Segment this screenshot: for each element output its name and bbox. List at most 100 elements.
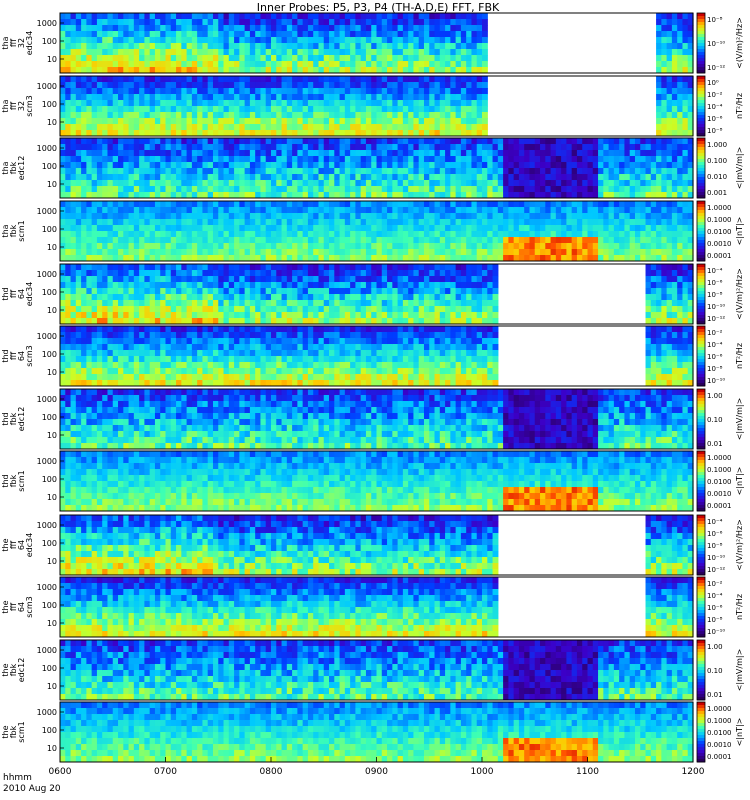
y-tick-label: 1000 — [37, 332, 57, 341]
colorbar-label: nT²/Hz — [735, 594, 744, 620]
colorbar-tick-label: 10⁻⁶ — [707, 115, 723, 123]
colorbar-tick-label: 1.0000 — [707, 705, 732, 713]
colorbar: 1.0000 0.1000 0.0100 0.0010 0.0001<|nT|> — [696, 450, 744, 512]
y-axis-label-part: thd — [1, 412, 10, 425]
colorbar-tick-label: 10⁻¹⁰ — [707, 554, 725, 562]
y-axis-label-part: fff — [9, 352, 18, 361]
colorbar: 10⁻⁸ 10⁻¹⁰ 10⁻¹² <(V/m)²/Hz> — [696, 12, 744, 74]
colorbar: 10⁻² 10⁻⁴ 10⁻⁶ 10⁻⁸ 10⁻¹⁰ nT²/Hz — [696, 325, 744, 387]
colorbar-tick-label: 10⁻⁶ — [707, 353, 723, 361]
colorbar: 1.00 0.10 0.01 <|mV/m|> — [696, 388, 744, 450]
colorbar-label: <(V/m)²/Hz> — [735, 519, 744, 571]
colorbar-tick-label: 10⁻⁸ — [707, 127, 723, 135]
colorbar-tick-label: 0.010 — [707, 173, 727, 181]
y-axis-label-part: scm1 — [17, 470, 26, 491]
colorbar-tick-label: 0.0010 — [707, 240, 732, 248]
y-tick-label: 10 — [47, 243, 57, 252]
y-tick-label: 1000 — [37, 708, 57, 717]
y-tick-label: 100 — [42, 726, 57, 735]
spectrogram-raster — [60, 13, 694, 74]
colorbar-tick-label: 10⁻⁶ — [707, 604, 723, 612]
colorbar-tick-label: 10⁻² — [707, 329, 723, 337]
colorbar-label: nT²/Hz — [735, 343, 744, 369]
y-tick-label: 1000 — [37, 144, 57, 153]
colorbar-tick-label: 0.0100 — [707, 228, 732, 236]
y-tick-label: 10 — [47, 619, 57, 628]
colorbar-tick-label: 10⁻¹² — [707, 566, 725, 574]
colorbar-tick-label: 1.00 — [707, 643, 723, 651]
colorbar-tick-label: 1.00 — [707, 392, 723, 400]
panel-frame — [59, 514, 694, 576]
y-axis-label-part: fbk — [9, 725, 18, 738]
y-tick-label: 1000 — [37, 583, 57, 592]
panel-thd-fbk-edc12: 1000 100 10 thd fbk edc12 1.00 0.10 0.01 <|mV/m|> — [1, 388, 744, 450]
panel-frame — [59, 75, 694, 137]
x-tick-label: 1100 — [576, 767, 599, 777]
y-axis-label-part: 64 — [17, 351, 26, 361]
y-tick-label: 100 — [42, 664, 57, 673]
x-axis: 0600 0700 0800 0900 1000 1100 1200 — [49, 757, 705, 777]
y-axis-label-part: fbk — [9, 224, 18, 237]
colorbar-label: nT²/Hz — [735, 93, 744, 119]
colorbar-tick-label: 0.1000 — [707, 466, 732, 474]
colorbar-tick-label: 10⁻⁴ — [707, 267, 723, 275]
colorbar-tick-label: 0.0100 — [707, 478, 732, 486]
colorbar-tick-label: 0.01 — [707, 691, 723, 699]
y-tick-label: 1000 — [37, 646, 57, 655]
panel-frame — [59, 137, 694, 199]
colorbar: 10⁰ 10⁻² 10⁻⁴ 10⁻⁶ 10⁻⁸ nT²/Hz — [696, 75, 744, 137]
y-tick-label: 100 — [42, 100, 57, 109]
y-tick-label: 10 — [47, 557, 57, 566]
y-axis-label-part: edc12 — [17, 156, 26, 181]
y-axis-label-part: the — [1, 725, 10, 738]
y-axis-label-part: fff — [9, 603, 18, 612]
colorbar: 1.000 0.100 0.010 0.001 <|mV/m|> — [696, 137, 744, 199]
y-axis-label-part: scm3 — [25, 95, 34, 116]
y-tick-label: 100 — [42, 162, 57, 171]
y-axis-label-part: scm3 — [25, 345, 34, 366]
spectrogram-raster — [60, 515, 694, 576]
colorbar-tick-label: 0.100 — [707, 157, 727, 165]
y-axis-label-part: fff — [9, 102, 18, 111]
y-axis-label-part: scm3 — [25, 596, 34, 617]
colorbar-label: <(V/m)²/Hz> — [735, 17, 744, 69]
y-axis-label-part: 64 — [17, 602, 26, 612]
y-tick-label: 100 — [42, 350, 57, 359]
colorbar-label: <|mV/m|> — [735, 398, 744, 441]
x-axis-label-date: 2010 Aug 20 — [3, 784, 61, 794]
colorbar-tick-label: 10⁻¹² — [707, 315, 725, 323]
panel-tha-fff-32-scm3: 1000 100 10 tha fff 32 scm3 10⁰ 10⁻² 10⁻⁴ 10⁻⁶ 10⁻⁸… — [1, 75, 744, 137]
y-tick-label: 10 — [47, 744, 57, 753]
panel-tha-fff-32-edc34: 1000 100 10 tha fff 32 edc34 10⁻⁸ 10⁻¹⁰ 10⁻¹² <(V/… — [1, 12, 744, 74]
x-tick-label: 1000 — [471, 767, 494, 777]
spectrogram-raster — [60, 201, 694, 262]
y-tick-label: 100 — [42, 225, 57, 234]
y-tick-label: 1000 — [37, 521, 57, 530]
colorbar-label: <|nT|> — [735, 217, 744, 246]
y-axis-label-part: thd — [1, 474, 10, 487]
colorbar-tick-label: 10⁻⁴ — [707, 518, 723, 526]
colorbar-tick-label: 10⁻⁶ — [707, 279, 723, 287]
colorbar-label: <|mV/m|> — [735, 147, 744, 190]
colorbar-tick-label: 0.0001 — [707, 502, 732, 510]
colorbar-tick-label: 10⁻⁸ — [707, 542, 723, 550]
panel-thd-fbk-scm1: 1000 100 10 thd fbk scm1 1.0000 0.1000 0.0100 0.0… — [1, 450, 744, 512]
panel-the-fbk-edc12: 1000 100 10 the fbk edc12 1.00 0.10 0.01 <|mV/m|> — [1, 639, 744, 701]
x-tick-label: 1200 — [682, 767, 705, 777]
y-axis-label-part: 64 — [17, 540, 26, 550]
y-tick-label: 100 — [42, 475, 57, 484]
colorbar-label: <(V/m)²/Hz> — [735, 268, 744, 320]
panel-the-fbk-scm1: 1000 100 10 the fbk scm1 1.0000 0.1000 0.0100 0.0… — [1, 701, 744, 763]
colorbar-tick-label: 1.000 — [707, 141, 727, 149]
colorbar-label: <|mV/m|> — [735, 649, 744, 692]
y-axis-label-part: fbk — [9, 161, 18, 174]
colorbar-tick-label: 0.01 — [707, 440, 723, 448]
colorbar-tick-label: 10⁻¹⁰ — [707, 628, 725, 636]
colorbar-tick-label: 0.0010 — [707, 490, 732, 498]
y-tick-label: 100 — [42, 288, 57, 297]
colorbar-tick-label: 1.0000 — [707, 204, 732, 212]
colorbar-tick-label: 0.001 — [707, 189, 727, 197]
